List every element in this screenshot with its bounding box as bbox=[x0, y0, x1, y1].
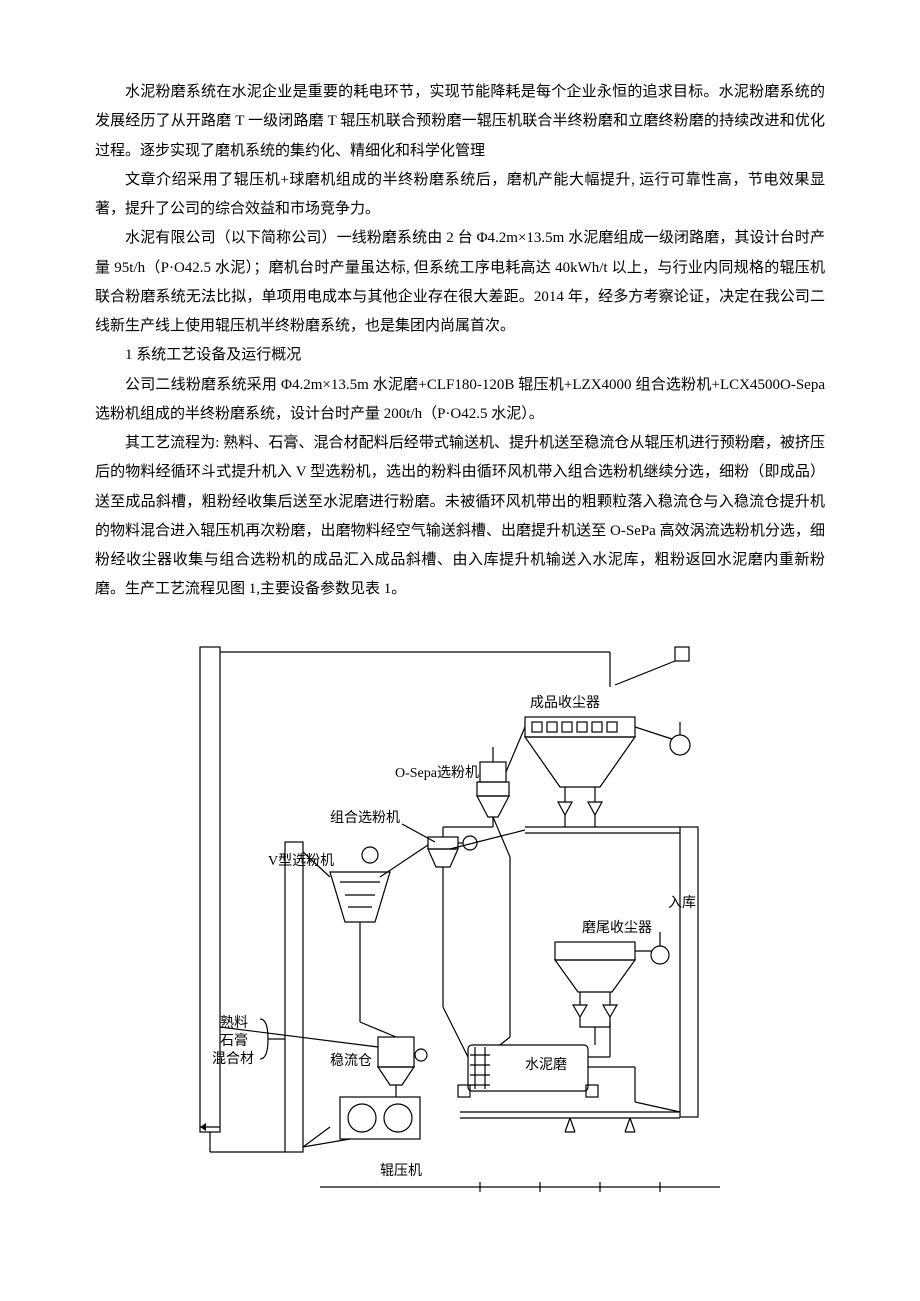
label-mill-tail-collector: 磨尾收尘器 bbox=[582, 920, 652, 936]
label-combo-classifier: 组合选粉机 bbox=[330, 810, 400, 826]
label-v-classifier: V型选粉机 bbox=[268, 853, 334, 869]
label-cement-mill: 水泥磨 bbox=[525, 1057, 567, 1073]
flow-diagram: 成品收尘器 bbox=[95, 627, 825, 1228]
paragraph-5: 公司二线粉磨系统采用 Φ4.2m×13.5m 水泥磨+CLF180-120B 辊… bbox=[95, 371, 825, 430]
paragraph-1: 水泥粉磨系统在水泥企业是重要的耗电环节，实现节能降耗是每个企业永恒的追求目标。水… bbox=[95, 78, 825, 166]
label-roller-press: 辊压机 bbox=[380, 1163, 422, 1179]
label-mixed: 混合材 bbox=[212, 1051, 254, 1067]
paragraph-6: 其工艺流程为: 熟料、石膏、混合材配料后经带式输送机、提升机送至稳流仓从辊压机进… bbox=[95, 429, 825, 605]
label-product-collector: 成品收尘器 bbox=[530, 695, 600, 711]
paragraph-3: 水泥有限公司（以下简称公司）一线粉磨系统由 2 台 Φ4.2m×13.5m 水泥… bbox=[95, 224, 825, 341]
label-gypsum: 石膏 bbox=[220, 1032, 248, 1049]
label-steady-bin: 稳流仓 bbox=[330, 1053, 372, 1069]
label-to-store: 入库 bbox=[668, 895, 696, 911]
label-osepa: O-Sepa选粉机 bbox=[395, 765, 479, 781]
paragraph-4: 1 系统工艺设备及运行概况 bbox=[95, 341, 825, 370]
paragraph-2: 文章介绍采用了辊压机+球磨机组成的半终粉磨系统后，磨机产能大幅提升, 运行可靠性… bbox=[95, 166, 825, 225]
